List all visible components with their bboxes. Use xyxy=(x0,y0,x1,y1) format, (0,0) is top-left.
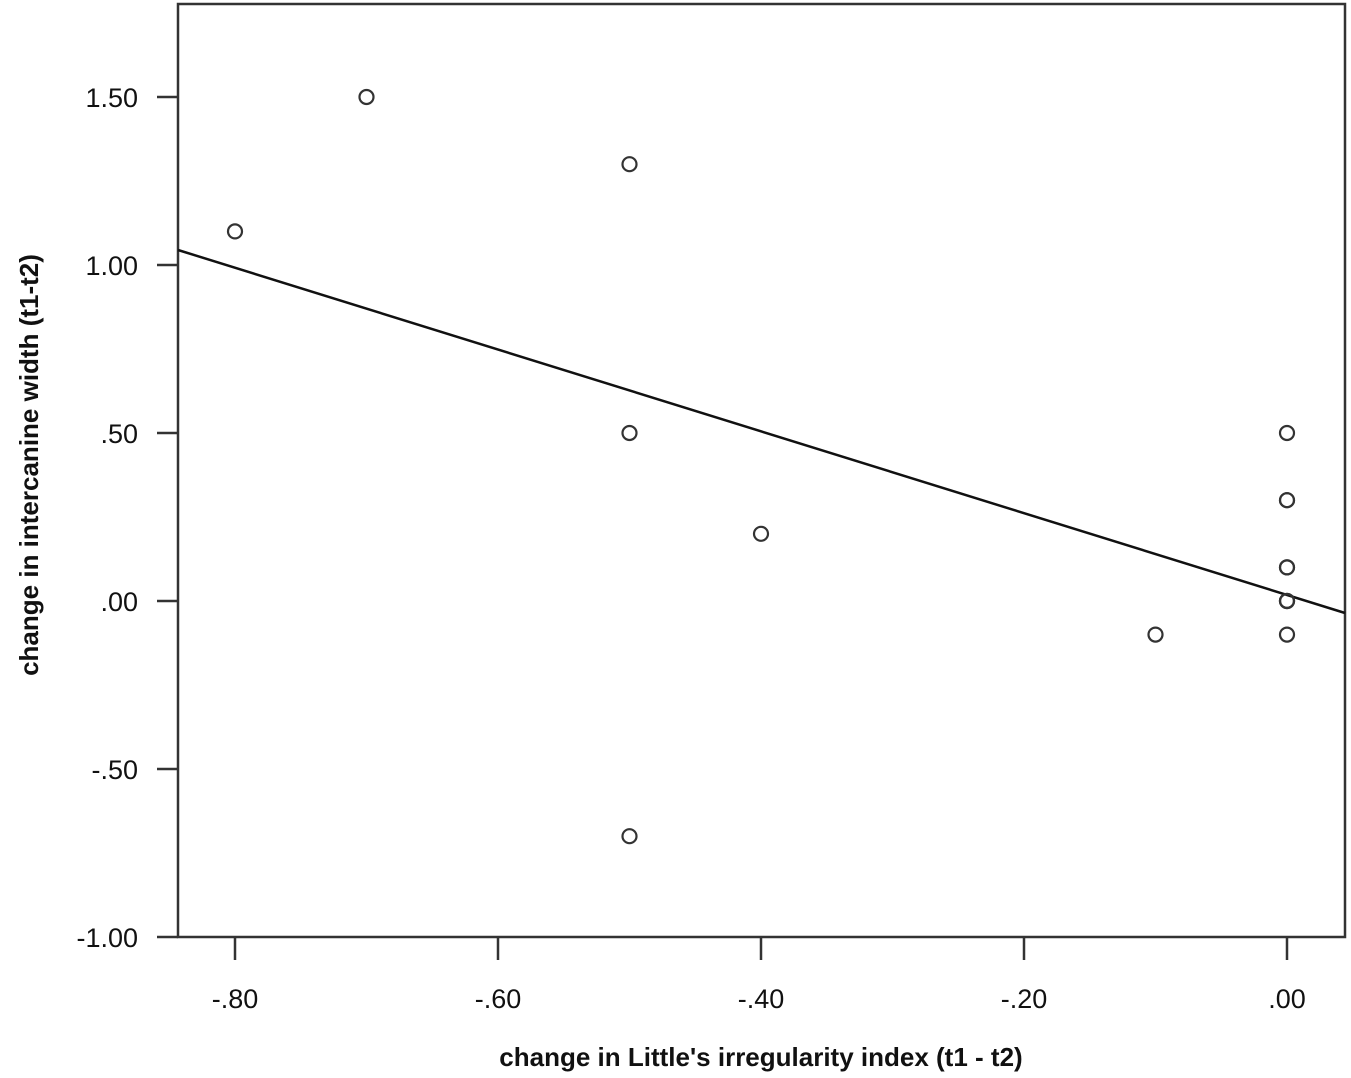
y-tick-label: -.50 xyxy=(91,755,138,785)
y-tick-label: .00 xyxy=(100,587,138,617)
data-point-marker xyxy=(621,424,638,442)
y-axis: 1.50 1.00 .50 .00 -.50 -1.00 xyxy=(76,83,178,953)
plot-frame xyxy=(176,2,1347,939)
data-point-marker xyxy=(752,525,770,542)
data-points xyxy=(226,88,1296,845)
x-tick-label: .00 xyxy=(1268,984,1306,1014)
data-point-marker xyxy=(1278,424,1296,442)
fit-line-segment xyxy=(177,248,1346,615)
y-axis-title: change in intercanine width (t1-t2) xyxy=(14,254,44,676)
y-tick-label: 1.50 xyxy=(85,83,138,113)
x-axis-title: change in Little's irregularity index (t… xyxy=(499,1042,1022,1072)
data-point-marker xyxy=(1147,626,1164,643)
x-tick-label: -.20 xyxy=(1001,984,1048,1014)
data-point-marker xyxy=(1278,626,1296,643)
data-point-marker xyxy=(621,156,638,173)
y-tick-label: .50 xyxy=(100,419,138,449)
x-axis: -.80 -.60 -.40 -.20 .00 xyxy=(212,937,1306,1014)
regression-line xyxy=(177,248,1346,615)
data-point-marker xyxy=(1278,592,1296,610)
data-point-marker xyxy=(226,223,244,240)
data-point-marker xyxy=(1278,559,1296,576)
x-tick-label: -.40 xyxy=(738,984,785,1014)
x-tick-label: -.80 xyxy=(212,984,259,1014)
x-tick-label: -.60 xyxy=(475,984,522,1014)
data-point-marker xyxy=(1278,492,1296,509)
data-point-marker xyxy=(621,828,638,845)
y-tick-label: -1.00 xyxy=(76,923,138,953)
data-point-marker xyxy=(358,88,375,106)
y-tick-label: 1.00 xyxy=(85,251,138,281)
